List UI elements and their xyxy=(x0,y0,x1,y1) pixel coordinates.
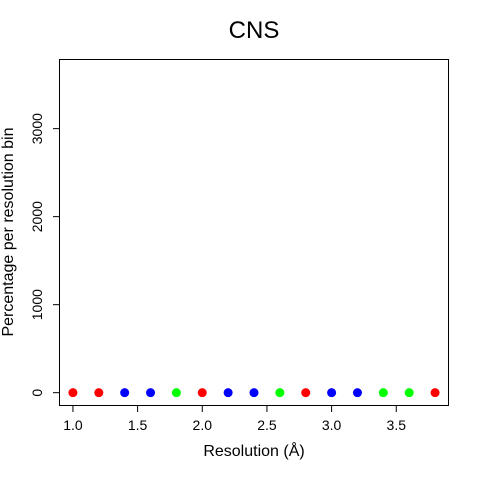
x-tick-label: 3.5 xyxy=(387,417,407,433)
x-tick-label: 2.0 xyxy=(193,417,213,433)
y-axis-title: Percentage per resolution bin xyxy=(0,127,17,336)
data-point xyxy=(378,388,388,398)
data-point xyxy=(430,388,440,398)
x-tick-label: 1.5 xyxy=(128,417,148,433)
x-axis-title: Resolution (Å) xyxy=(203,441,304,460)
data-point xyxy=(68,388,78,398)
y-axis: 0 1000 2000 3000 xyxy=(29,113,60,397)
data-point xyxy=(352,388,362,398)
data-points xyxy=(68,388,440,398)
data-point xyxy=(94,388,104,398)
plot-frame xyxy=(59,59,449,406)
x-tick-label: 1.0 xyxy=(63,417,83,433)
data-point xyxy=(171,388,181,398)
y-tick-label: 3000 xyxy=(29,113,45,144)
data-point xyxy=(404,388,414,398)
x-axis: 1.0 1.5 2.0 2.5 3.0 3.5 xyxy=(63,405,406,433)
x-tick-label: 3.0 xyxy=(322,417,342,433)
y-tick-label: 1000 xyxy=(29,289,45,320)
data-point xyxy=(275,388,285,398)
data-point xyxy=(301,388,311,398)
data-point xyxy=(223,388,233,398)
x-tick-label: 2.5 xyxy=(257,417,277,433)
y-tick-label: 2000 xyxy=(29,201,45,232)
data-point xyxy=(120,388,130,398)
data-point xyxy=(327,388,337,398)
data-point xyxy=(197,388,207,398)
data-point xyxy=(249,388,259,398)
data-point xyxy=(146,388,156,398)
y-tick-label: 0 xyxy=(29,389,45,397)
chart-title: CNS xyxy=(229,17,280,44)
